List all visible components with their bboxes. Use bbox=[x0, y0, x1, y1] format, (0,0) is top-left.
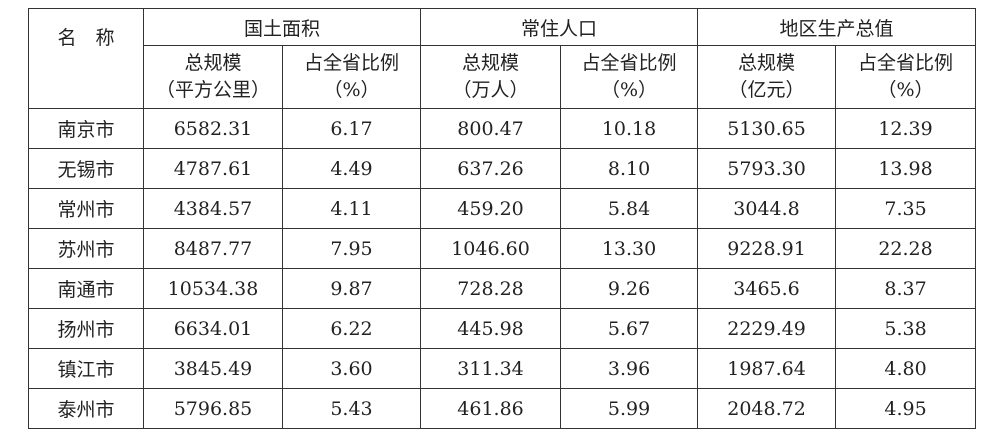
sub-header-line: 总规模 bbox=[462, 52, 520, 74]
value-cell: 4.11 bbox=[281, 188, 422, 229]
data-row: 南京市 6582.31 6.17 800.47 10.18 5130.65 12.39 bbox=[28, 108, 977, 149]
city-cell: 泰州市 bbox=[28, 388, 144, 429]
name-header: 名 称 bbox=[28, 8, 144, 109]
sub-header-line: 占全省比例 bbox=[581, 52, 677, 74]
data-row: 镇江市 3845.49 3.60 311.34 3.96 1987.64 4.80 bbox=[28, 348, 977, 389]
sub-header-line: （%） bbox=[323, 79, 380, 101]
value-cell: 13.98 bbox=[835, 148, 977, 189]
value-cell: 311.34 bbox=[420, 348, 562, 389]
sub-header-line: （亿元） bbox=[728, 79, 805, 101]
value-cell: 4.49 bbox=[281, 148, 422, 189]
value-cell: 9.87 bbox=[281, 268, 422, 309]
data-row: 苏州市 8487.77 7.95 1046.60 13.30 9228.91 22.28 bbox=[28, 228, 977, 269]
data-row: 常州市 4384.57 4.11 459.20 5.84 3044.8 7.35 bbox=[28, 188, 977, 229]
sub-header-line: 总规模 bbox=[738, 52, 796, 74]
group-header-text: 国土面积 bbox=[244, 17, 321, 40]
value-cell: 459.20 bbox=[420, 188, 562, 229]
city-cell: 扬州市 bbox=[28, 308, 144, 349]
value-cell: 8.10 bbox=[560, 148, 699, 189]
value-cell: 4787.61 bbox=[143, 148, 283, 189]
sub-header-line: 总规模 bbox=[184, 52, 242, 74]
data-row: 南通市 10534.38 9.87 728.28 9.26 3465.6 8.37 bbox=[28, 268, 977, 309]
city-cell: 南京市 bbox=[28, 108, 144, 149]
value-cell: 10534.38 bbox=[143, 268, 283, 309]
sub-header: 总规模 （万人） bbox=[420, 45, 562, 109]
sub-header-line: 占全省比例 bbox=[304, 52, 400, 74]
sub-header: 总规模 （亿元） bbox=[697, 45, 837, 109]
group-header-text: 地区生产总值 bbox=[779, 17, 894, 40]
sub-header: 总规模 （平方公里） bbox=[143, 45, 283, 109]
value-cell: 22.28 bbox=[835, 228, 977, 269]
value-cell: 6582.31 bbox=[143, 108, 283, 149]
value-cell: 4384.57 bbox=[143, 188, 283, 229]
value-cell: 13.30 bbox=[560, 228, 699, 269]
value-cell: 728.28 bbox=[420, 268, 562, 309]
city-cell: 苏州市 bbox=[28, 228, 144, 269]
value-cell: 5.84 bbox=[560, 188, 699, 229]
data-row: 泰州市 5796.85 5.43 461.86 5.99 2048.72 4.95 bbox=[28, 388, 977, 429]
sub-header-line: （%） bbox=[600, 79, 658, 101]
value-cell: 6.17 bbox=[281, 108, 422, 149]
value-cell: 4.95 bbox=[835, 388, 977, 429]
value-cell: 3.96 bbox=[560, 348, 699, 389]
value-cell: 8487.77 bbox=[143, 228, 283, 269]
header-row: 名 称 国土面积 常住人口 地区生产总值 bbox=[28, 8, 977, 109]
sub-header: 占全省比例 （%） bbox=[835, 45, 977, 109]
value-cell: 1987.64 bbox=[697, 348, 837, 389]
value-cell: 445.98 bbox=[420, 308, 562, 349]
value-cell: 10.18 bbox=[560, 108, 699, 149]
sub-header-line: （平方公里） bbox=[155, 79, 270, 101]
data-row: 无锡市 4787.61 4.49 637.26 8.10 5793.30 13.98 bbox=[28, 148, 977, 189]
value-cell: 7.95 bbox=[281, 228, 422, 269]
value-cell: 637.26 bbox=[420, 148, 562, 189]
value-cell: 12.39 bbox=[835, 108, 977, 149]
sub-header-line: （万人） bbox=[452, 79, 529, 101]
value-cell: 1046.60 bbox=[420, 228, 562, 269]
value-cell: 2229.49 bbox=[697, 308, 837, 349]
data-table: 名 称 国土面积 常住人口 地区生产总值总规模 （平方公里） 占全省比例 （%） 总规模 （万人… bbox=[28, 8, 977, 429]
value-cell: 3.60 bbox=[281, 348, 422, 389]
group-header-text: 常住人口 bbox=[521, 17, 598, 40]
value-cell: 5.38 bbox=[835, 308, 977, 349]
value-cell: 3044.8 bbox=[697, 188, 837, 229]
value-cell: 6634.01 bbox=[143, 308, 283, 349]
table-body: 南京市 6582.31 6.17 800.47 10.18 5130.65 12.39 无锡市… bbox=[28, 108, 977, 429]
sub-header-line: （%） bbox=[877, 79, 934, 101]
city-cell: 无锡市 bbox=[28, 148, 144, 189]
value-cell: 9228.91 bbox=[697, 228, 837, 269]
value-cell: 5796.85 bbox=[143, 388, 283, 429]
value-cell: 3465.6 bbox=[697, 268, 837, 309]
city-cell: 镇江市 bbox=[28, 348, 144, 389]
value-cell: 3845.49 bbox=[143, 348, 283, 389]
table-header: 名 称 国土面积 常住人口 地区生产总值总规模 （平方公里） 占全省比例 （%） 总规模 （万人… bbox=[28, 8, 977, 109]
value-cell: 5.99 bbox=[560, 388, 699, 429]
sub-header-line: 占全省比例 bbox=[858, 52, 954, 74]
sub-header: 占全省比例 （%） bbox=[281, 45, 422, 109]
group-header: 地区生产总值 bbox=[697, 8, 977, 46]
value-cell: 8.37 bbox=[835, 268, 977, 309]
value-cell: 2048.72 bbox=[697, 388, 837, 429]
city-cell: 常州市 bbox=[28, 188, 144, 229]
city-cell: 南通市 bbox=[28, 268, 144, 309]
subheader-row: 总规模 （平方公里） 占全省比例 （%） 总规模 （万人） 占全省比例 （%） 总规模 （亿元） 占… bbox=[29, 45, 977, 109]
value-cell: 5130.65 bbox=[697, 108, 837, 149]
value-cell: 6.22 bbox=[281, 308, 422, 349]
value-cell: 461.86 bbox=[420, 388, 562, 429]
group-header: 国土面积 bbox=[142, 8, 422, 46]
value-cell: 800.47 bbox=[420, 108, 562, 149]
name-header-text: 名 称 bbox=[57, 27, 115, 49]
value-cell: 7.35 bbox=[835, 188, 977, 229]
value-cell: 9.26 bbox=[560, 268, 699, 309]
value-cell: 5.43 bbox=[281, 388, 422, 429]
value-cell: 5.67 bbox=[560, 308, 699, 349]
data-row: 扬州市 6634.01 6.22 445.98 5.67 2229.49 5.38 bbox=[28, 308, 977, 349]
group-header: 常住人口 bbox=[420, 8, 699, 46]
sub-header: 占全省比例 （%） bbox=[560, 45, 699, 109]
value-cell: 5793.30 bbox=[697, 148, 837, 189]
value-cell: 4.80 bbox=[835, 348, 977, 389]
